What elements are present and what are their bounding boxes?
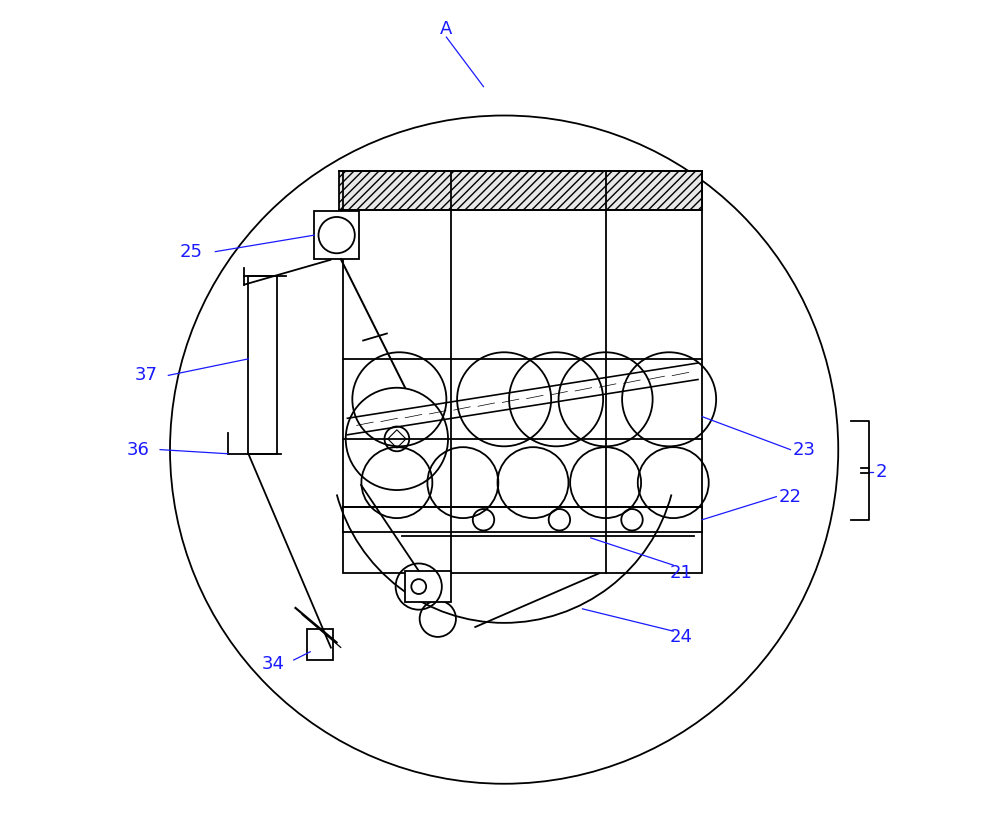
Text: 25: 25 — [180, 243, 203, 261]
Text: 36: 36 — [127, 441, 149, 459]
Bar — [405, 571, 450, 602]
Bar — [339, 171, 702, 210]
Bar — [248, 276, 277, 454]
Text: 2: 2 — [875, 463, 887, 481]
Bar — [314, 211, 359, 259]
Text: 21: 21 — [670, 564, 693, 582]
Bar — [307, 629, 333, 660]
Text: 34: 34 — [262, 655, 285, 673]
Bar — [343, 507, 702, 532]
Text: 22: 22 — [779, 488, 802, 506]
Bar — [343, 171, 702, 573]
Text: 24: 24 — [670, 628, 693, 646]
Text: A: A — [440, 20, 453, 38]
Text: 23: 23 — [793, 441, 816, 459]
Text: 37: 37 — [135, 366, 158, 384]
